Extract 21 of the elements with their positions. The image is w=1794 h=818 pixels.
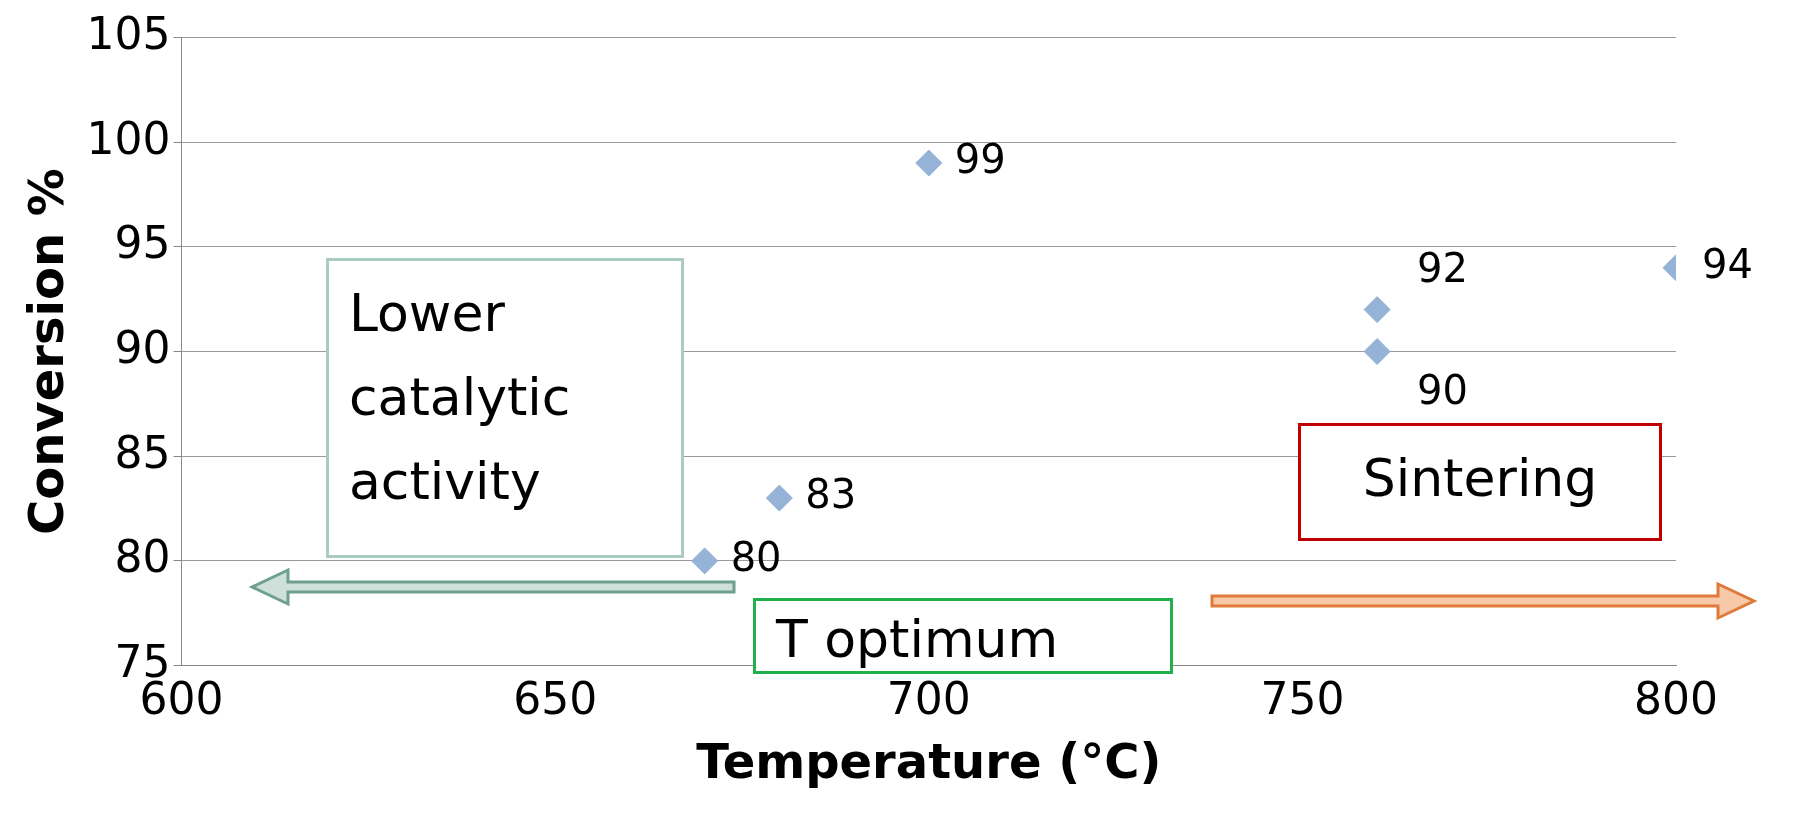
data-label: 80 [730, 534, 782, 581]
x-tick-label: 700 [886, 673, 971, 725]
data-label: 92 [1417, 245, 1469, 292]
y-tick-label: 100 [86, 112, 171, 164]
data-label: 94 [1702, 241, 1753, 288]
x-tick-label: 750 [1260, 673, 1345, 725]
y-tick-label: 105 [86, 7, 171, 59]
data-label: 99 [954, 136, 1006, 183]
y-tick-label: 85 [114, 426, 171, 478]
annotation: Sintering [1298, 423, 1662, 541]
y-tick-label: 80 [114, 531, 171, 583]
y-axis-title: Conversion % [18, 168, 75, 535]
y-tick-label: 90 [114, 321, 171, 373]
x-axis-title: Temperature (°C) [696, 732, 1162, 789]
x-tick-label: 650 [513, 673, 598, 725]
annotation: Lower catalytic activity [326, 258, 684, 558]
data-label: 83 [805, 471, 857, 518]
data-label: 90 [1417, 366, 1469, 413]
annotation: T optimum [753, 598, 1173, 674]
x-tick-label: 800 [1634, 673, 1718, 725]
y-tick-label: 95 [114, 217, 171, 269]
